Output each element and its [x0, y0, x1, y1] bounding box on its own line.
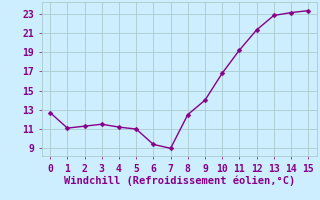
- X-axis label: Windchill (Refroidissement éolien,°C): Windchill (Refroidissement éolien,°C): [64, 175, 295, 186]
